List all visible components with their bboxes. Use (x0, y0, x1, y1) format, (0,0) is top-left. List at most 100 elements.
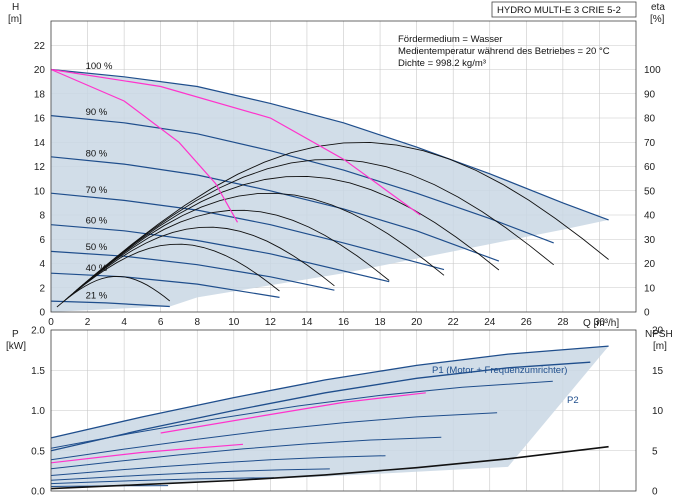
bottom-y-axis-title: P (12, 329, 19, 340)
chart-title: HYDRO MULTI-E 3 CRIE 5-2 (497, 5, 621, 16)
bottom-y-tick-labels: 0.0 0.5 1.0 1.5 2.0 (31, 326, 45, 498)
top-x-tick: 20 (411, 317, 423, 328)
highlight-curve (50, 68, 239, 223)
speed-percent-labels: 100 % 90 % 80 % 70 % 60 % 50 % 40 % 21 % (86, 61, 113, 301)
bottom-y-tick: 0.5 (31, 446, 45, 457)
speed-label: 90 % (86, 107, 108, 118)
power-npsh-panel: 0.0 0.5 1.0 1.5 2.0 0 5 10 15 20 P [kW] NPSH [m]… (6, 326, 673, 498)
top-y2-tick: 0 (644, 308, 650, 319)
efficiency-curve (67, 209, 390, 298)
highlight-curve (50, 68, 421, 216)
top-x-tick: 10 (228, 317, 240, 328)
efficiency-curve (78, 141, 609, 289)
top-y-tick: 8 (39, 211, 45, 222)
efficiency-curve (70, 192, 445, 296)
speed-label: 21 % (86, 290, 108, 301)
top-y-tick: 6 (39, 235, 45, 246)
bottom-y2-tick: 15 (652, 366, 664, 377)
top-y2-tick: 40 (644, 211, 656, 222)
speed-curve (50, 156, 500, 262)
power-curve (50, 477, 275, 485)
highlight-power-curve (50, 443, 244, 464)
top-x-tick: 8 (194, 317, 200, 328)
top-y-tick: 14 (34, 138, 46, 149)
head-efficiency-panel: 0 2 4 6 8 10 12 14 16 18 20 22 24 26 28 30 024681012141… (8, 1, 665, 329)
efficiency-curve (56, 275, 171, 308)
top-speed-curves (50, 68, 609, 308)
top-plot-frame (50, 20, 637, 313)
top-x-tick: 0 (48, 317, 54, 328)
top-x-tick: 12 (265, 317, 277, 328)
top-y2-tick: 70 (644, 138, 656, 149)
top-x-tick: 22 (448, 317, 460, 328)
top-x-tick-labels: 0 2 4 6 8 10 12 14 16 18 20 22 24 26 28 30 (48, 317, 605, 328)
speed-curve (50, 250, 335, 291)
top-x-tick: 30 (594, 317, 606, 328)
top-y2-tick: 50 (644, 186, 656, 197)
bottom-y-tick: 1.0 (31, 406, 45, 417)
bottom-envelope-area (51, 346, 609, 487)
top-x-tick: 28 (557, 317, 569, 328)
top-y2-tick: 90 (644, 89, 656, 100)
power-curve (50, 412, 498, 461)
top-y2-tick: 100 (644, 65, 661, 76)
top-y-tick: 10 (34, 186, 46, 197)
top-y-tick: 2 (39, 283, 45, 294)
top-y-tick: 16 (34, 114, 46, 125)
bottom-operating-envelope (51, 346, 609, 487)
speed-curve (50, 272, 280, 298)
top-x-axis-title: Q [m³/h] (583, 318, 619, 329)
bottom-y2-tick: 0 (652, 487, 658, 498)
speed-curve (50, 300, 170, 308)
top-y-tick: 4 (39, 259, 45, 270)
top-y-tick-labels: 0 2 4 6 8 10 12 14 16 18 20 22 (34, 41, 46, 319)
top-y2-axis-title: eta (651, 2, 665, 13)
top-y2-tick: 10 (644, 283, 656, 294)
bottom-y-tick: 2.0 (31, 326, 45, 337)
bottom-y-tick: 1.5 (31, 366, 45, 377)
info-line-density: Dichte = 998.2 kg/m³ (398, 58, 486, 69)
top-y2-tick: 60 (644, 162, 656, 173)
power-curve (50, 455, 386, 476)
top-y-tick: 0 (39, 308, 45, 319)
speed-label: 50 % (86, 242, 108, 253)
info-line-medium: Fördermedium = Wasser (398, 34, 502, 45)
npsh-curve (50, 445, 609, 490)
top-y2-axis-unit: [%] (650, 14, 665, 25)
top-y-axis-title: H (12, 2, 19, 13)
top-y-tick: 20 (34, 65, 46, 76)
bottom-y2-tick-labels: 0 5 10 15 20 (652, 326, 664, 498)
speed-curve (50, 192, 445, 271)
p1-series-label: P1 (Motor + Frequenzumrichter) (432, 365, 567, 376)
power-curve (50, 380, 553, 449)
top-y-tick: 22 (34, 41, 46, 52)
top-y-axis-unit: [m] (8, 14, 22, 25)
speed-curve (50, 68, 609, 221)
top-envelope-area (51, 69, 609, 312)
highlight-power-curve (160, 392, 426, 434)
bottom-y-axis-unit: [kW] (6, 341, 26, 352)
power-curve (50, 468, 330, 481)
title-box (491, 1, 637, 18)
bottom-y2-axis-unit: [m] (653, 341, 667, 352)
top-y2-tick: 30 (644, 235, 656, 246)
speed-label: 80 % (86, 148, 108, 159)
top-x-tick: 6 (158, 317, 164, 328)
top-x-tick: 14 (301, 317, 313, 328)
bottom-y2-tick: 5 (652, 446, 658, 457)
bottom-y2-tick: 10 (652, 406, 664, 417)
top-y-tick: 18 (34, 89, 46, 100)
top-y2-tick-labels: 0 10 20 30 40 50 60 70 80 90 100 (644, 65, 661, 319)
efficiency-curve (73, 175, 500, 294)
power-curve (50, 436, 442, 470)
top-operating-envelope (51, 69, 609, 312)
bottom-y-tick: 0.0 (31, 487, 45, 498)
power-series-curve (50, 361, 591, 452)
info-line-temperature: Medientemperatur während des Betriebes =… (398, 46, 610, 57)
bottom-plot-frame (50, 329, 637, 492)
top-y-tick: 12 (34, 162, 46, 173)
top-x-tick: 2 (85, 317, 91, 328)
p2-series-label: P2 (567, 395, 579, 406)
speed-label: 70 % (86, 185, 108, 196)
